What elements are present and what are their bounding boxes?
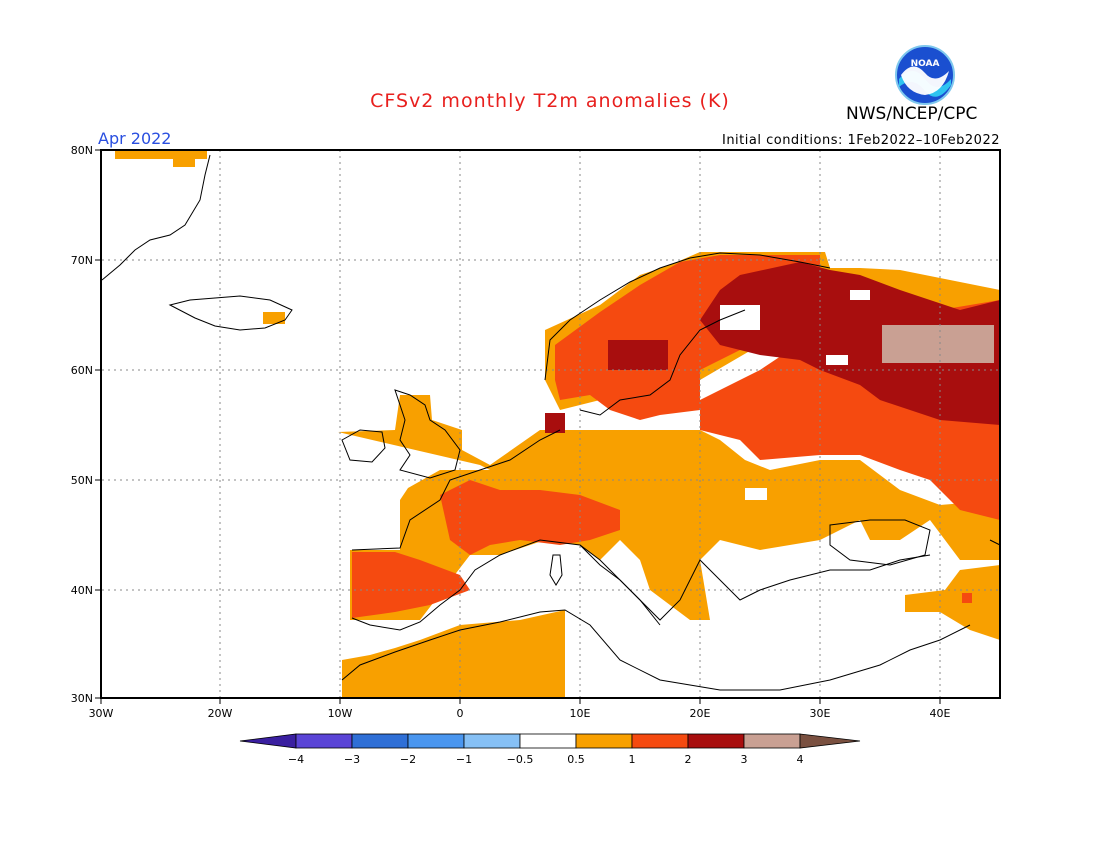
anomaly-fill-layer <box>115 151 1000 698</box>
anomaly-cell <box>962 593 972 603</box>
lat-tick-label: 80N <box>71 144 93 157</box>
colorbar-segment <box>407 733 465 749</box>
colorbar-segment <box>351 733 409 749</box>
colorbar-arrow-left <box>239 733 297 749</box>
anomaly-cell <box>115 151 207 159</box>
lat-tick-label: 70N <box>71 254 93 267</box>
colorbar-segment <box>631 733 689 749</box>
organization-label: NWS/NCEP/CPC <box>846 104 978 124</box>
colorbar <box>239 733 861 749</box>
lat-tick-label: 30N <box>71 692 93 705</box>
colorbar-label: −0.5 <box>507 753 534 766</box>
colorbar-label: 0.5 <box>567 753 585 766</box>
anomaly-cell <box>440 480 620 555</box>
anomaly-cell <box>882 325 994 363</box>
anomaly-cell <box>338 395 1000 620</box>
axis-ticks <box>95 149 941 704</box>
chart-title: CFSv2 monthly T2m anomalies (K) <box>370 90 730 112</box>
colorbar-label: −3 <box>344 753 360 766</box>
colorbar-segment <box>743 733 801 749</box>
anomaly-cell <box>745 488 767 500</box>
noaa-logo-text: NOAA <box>911 59 940 69</box>
anomaly-cell <box>342 610 565 698</box>
colorbar-segment <box>463 733 521 749</box>
anomaly-cell <box>850 290 870 300</box>
lon-tick-label: 40E <box>930 707 951 720</box>
colorbar-label: 4 <box>797 753 804 766</box>
lon-tick-label: 10E <box>570 707 591 720</box>
lat-tick-label: 40N <box>71 584 93 597</box>
colorbar-label: 2 <box>685 753 692 766</box>
lat-tick-label: 60N <box>71 364 93 377</box>
target-month-label: Apr 2022 <box>98 129 172 148</box>
coastlines <box>101 154 1001 691</box>
colorbar-label: −4 <box>288 753 304 766</box>
anomaly-cell <box>352 552 470 618</box>
noaa-logo-icon: NOAA <box>895 45 955 105</box>
anomaly-cell <box>905 565 1000 640</box>
anomaly-cell <box>608 340 668 370</box>
anomaly-cell <box>545 413 565 433</box>
graticule <box>102 150 1000 698</box>
colorbar-label: 3 <box>741 753 748 766</box>
lon-tick-label: 20W <box>208 707 233 720</box>
anomaly-cell <box>826 355 848 365</box>
lon-tick-label: 30E <box>810 707 831 720</box>
anomaly-cell <box>700 262 1000 425</box>
colorbar-label: −2 <box>400 753 416 766</box>
colorbar-segment <box>295 733 353 749</box>
colorbar-segment <box>519 733 577 749</box>
anomaly-cell <box>173 151 195 167</box>
lat-tick-label: 50N <box>71 474 93 487</box>
lon-tick-label: 0 <box>457 707 464 720</box>
lon-tick-label: 10W <box>328 707 353 720</box>
lon-tick-label: 20E <box>690 707 711 720</box>
colorbar-arrow-right <box>799 733 861 749</box>
colorbar-segment <box>575 733 633 749</box>
lon-tick-label: 30W <box>89 707 114 720</box>
colorbar-label: −1 <box>456 753 472 766</box>
anomaly-cell <box>263 312 285 324</box>
initial-conditions-label: Initial conditions: 1Feb2022–10Feb2022 <box>721 133 1000 148</box>
map-frame <box>100 149 1001 699</box>
colorbar-segment <box>687 733 745 749</box>
colorbar-label: 1 <box>629 753 636 766</box>
